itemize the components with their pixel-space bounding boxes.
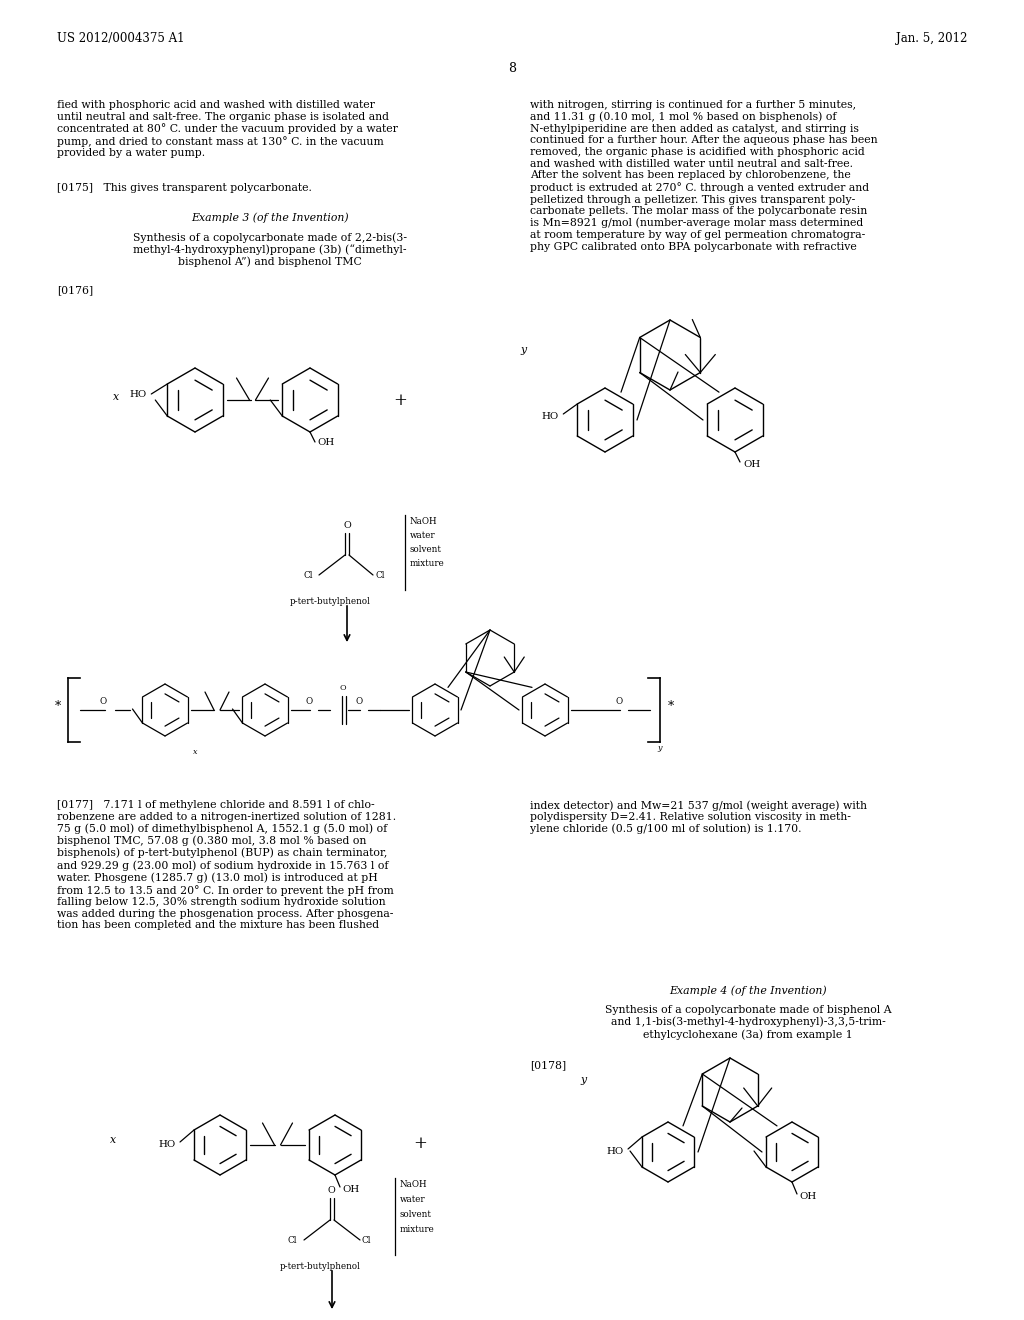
Text: fied with phosphoric acid and washed with distilled water
until neutral and salt: fied with phosphoric acid and washed wit…: [57, 100, 398, 158]
Text: O: O: [340, 684, 347, 692]
Text: O: O: [328, 1185, 336, 1195]
Text: index detector) and Mw=21 537 g/mol (weight average) with
polydispersity D=2.41.: index detector) and Mw=21 537 g/mol (wei…: [530, 800, 867, 834]
Text: Cl: Cl: [288, 1236, 298, 1245]
Text: +: +: [393, 392, 407, 409]
Text: OH: OH: [317, 438, 334, 447]
Text: NaOH: NaOH: [400, 1180, 428, 1189]
Text: Jan. 5, 2012: Jan. 5, 2012: [896, 32, 967, 45]
Text: solvent: solvent: [410, 545, 442, 554]
Text: y: y: [580, 1074, 586, 1085]
Text: O: O: [355, 697, 362, 706]
Text: OH: OH: [342, 1185, 359, 1195]
Text: p-tert-butylphenol: p-tert-butylphenol: [280, 1262, 360, 1271]
Text: y: y: [657, 744, 662, 752]
Text: HO: HO: [158, 1140, 175, 1148]
Text: NaOH: NaOH: [410, 517, 437, 525]
Text: [0175]   This gives transparent polycarbonate.: [0175] This gives transparent polycarbon…: [57, 183, 312, 193]
Text: [0176]: [0176]: [57, 285, 93, 294]
Text: O: O: [343, 521, 351, 531]
Text: mixture: mixture: [410, 558, 444, 568]
Text: with nitrogen, stirring is continued for a further 5 minutes,
and 11.31 g (0.10 : with nitrogen, stirring is continued for…: [530, 100, 878, 252]
Text: x: x: [113, 392, 119, 403]
Text: OH: OH: [799, 1192, 816, 1201]
Text: Example 4 (of the Invention): Example 4 (of the Invention): [670, 985, 826, 995]
Text: Example 3 (of the Invention): Example 3 (of the Invention): [191, 213, 349, 223]
Text: OH: OH: [743, 459, 760, 469]
Text: 8: 8: [508, 62, 516, 75]
Text: Cl: Cl: [375, 572, 384, 579]
Text: HO: HO: [542, 412, 558, 421]
Text: [0178]: [0178]: [530, 1060, 566, 1071]
Text: *: *: [668, 700, 674, 713]
Text: O: O: [100, 697, 108, 706]
Text: p-tert-butylphenol: p-tert-butylphenol: [290, 597, 371, 606]
Text: y: y: [520, 345, 526, 355]
Text: [0177]   7.171 l of methylene chloride and 8.591 l of chlo-
robenzene are added : [0177] 7.171 l of methylene chloride and…: [57, 800, 396, 931]
Text: HO: HO: [129, 389, 146, 399]
Text: *: *: [55, 700, 61, 713]
Text: O: O: [615, 697, 623, 706]
Text: Synthesis of a copolycarbonate made of bisphenol A
and 1,1-bis(3-methyl-4-hydrox: Synthesis of a copolycarbonate made of b…: [605, 1005, 891, 1040]
Text: +: +: [413, 1135, 427, 1152]
Text: Synthesis of a copolycarbonate made of 2,2-bis(3-
methyl-4-hydroxyphenyl)propane: Synthesis of a copolycarbonate made of 2…: [133, 232, 407, 268]
Text: water: water: [400, 1195, 426, 1204]
Text: solvent: solvent: [400, 1210, 432, 1218]
Text: x: x: [193, 748, 198, 756]
Text: Cl: Cl: [362, 1236, 372, 1245]
Text: mixture: mixture: [400, 1225, 435, 1234]
Text: HO: HO: [606, 1147, 624, 1156]
Text: x: x: [110, 1135, 116, 1144]
Text: O: O: [305, 697, 312, 706]
Text: Cl: Cl: [303, 572, 312, 579]
Text: US 2012/0004375 A1: US 2012/0004375 A1: [57, 32, 184, 45]
Text: water: water: [410, 531, 435, 540]
